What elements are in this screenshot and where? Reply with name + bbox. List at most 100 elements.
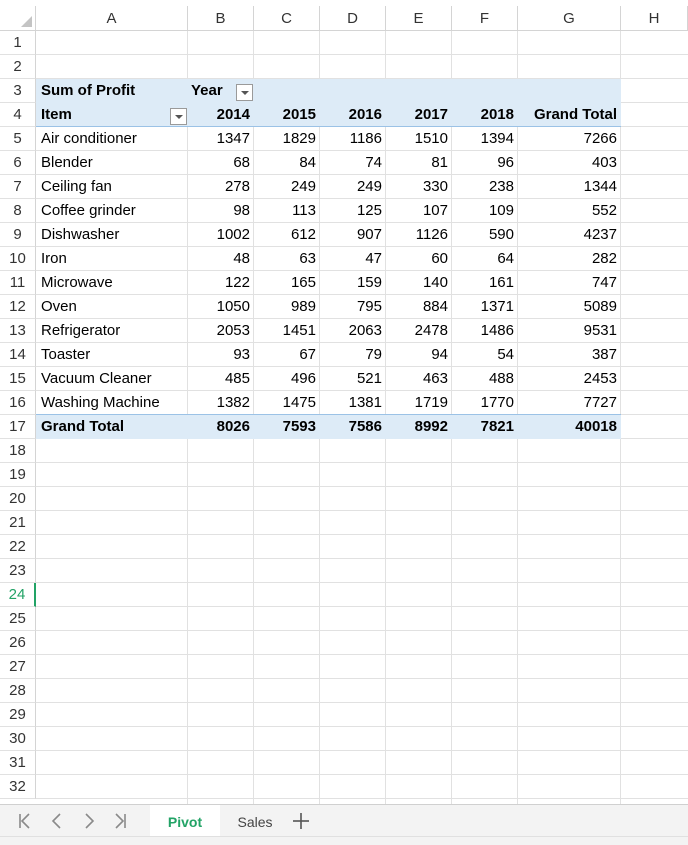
- column-header-h[interactable]: H: [621, 6, 688, 31]
- row-header-4[interactable]: 4: [0, 103, 36, 127]
- row-header-12[interactable]: 12: [0, 295, 36, 319]
- pivot-column-field-label[interactable]: Year: [191, 82, 223, 99]
- first-sheet-icon[interactable]: [13, 809, 37, 833]
- pivot-item-label[interactable]: Iron: [41, 250, 67, 267]
- pivot-overall-total-cell[interactable]: 40018: [575, 418, 617, 435]
- pivot-value-cell[interactable]: 96: [497, 154, 514, 171]
- select-all-corner[interactable]: [0, 6, 36, 31]
- pivot-row-total-cell[interactable]: 552: [591, 202, 617, 219]
- pivot-value-cell[interactable]: 64: [497, 250, 514, 267]
- pivot-value-cell[interactable]: 330: [422, 178, 448, 195]
- row-header-20[interactable]: 20: [0, 487, 36, 511]
- pivot-value-cell[interactable]: 60: [431, 250, 448, 267]
- row-header-29[interactable]: 29: [0, 703, 36, 727]
- row-header-2[interactable]: 2: [0, 55, 36, 79]
- pivot-value-cell[interactable]: 68: [233, 154, 250, 171]
- pivot-item-label[interactable]: Blender: [41, 154, 93, 171]
- pivot-grand-total-cell[interactable]: 7821: [480, 418, 514, 435]
- pivot-value-cell[interactable]: 2063: [348, 322, 382, 339]
- pivot-item-label[interactable]: Air conditioner: [41, 130, 137, 147]
- pivot-value-cell[interactable]: 1186: [349, 130, 382, 147]
- row-header-22[interactable]: 22: [0, 535, 36, 559]
- pivot-value-cell[interactable]: 521: [356, 370, 382, 387]
- pivot-value-cell[interactable]: 1126: [415, 226, 448, 243]
- pivot-value-cell[interactable]: 165: [290, 274, 316, 291]
- last-sheet-icon[interactable]: [108, 809, 132, 833]
- pivot-value-cell[interactable]: 1475: [282, 394, 316, 411]
- pivot-value-cell[interactable]: 98: [233, 202, 250, 219]
- pivot-value-cell[interactable]: 590: [488, 226, 514, 243]
- pivot-item-label[interactable]: Washing Machine: [41, 394, 160, 411]
- row-header-28[interactable]: 28: [0, 679, 36, 703]
- row-header-23[interactable]: 23: [0, 559, 36, 583]
- pivot-value-cell[interactable]: 1486: [480, 322, 514, 339]
- pivot-value-cell[interactable]: 463: [422, 370, 448, 387]
- pivot-year-header[interactable]: 2015: [282, 106, 316, 123]
- column-header-a[interactable]: A: [36, 6, 188, 31]
- pivot-item-label[interactable]: Oven: [41, 298, 77, 315]
- pivot-grand-total-cell[interactable]: 7593: [282, 418, 316, 435]
- pivot-grand-total-cell[interactable]: 7586: [348, 418, 382, 435]
- column-header-g[interactable]: G: [518, 6, 621, 31]
- pivot-value-cell[interactable]: 84: [299, 154, 316, 171]
- pivot-item-label[interactable]: Microwave: [41, 274, 113, 291]
- pivot-row-total-cell[interactable]: 7266: [583, 130, 617, 147]
- row-header-30[interactable]: 30: [0, 727, 36, 751]
- pivot-value-cell[interactable]: 1394: [480, 130, 514, 147]
- pivot-item-label[interactable]: Dishwasher: [41, 226, 120, 243]
- pivot-value-cell[interactable]: 63: [299, 250, 316, 267]
- pivot-value-cell[interactable]: 1381: [348, 394, 382, 411]
- row-header-7[interactable]: 7: [0, 175, 36, 199]
- pivot-row-total-cell[interactable]: 9531: [583, 322, 617, 339]
- pivot-row-field-label[interactable]: Item: [41, 106, 72, 123]
- pivot-value-cell[interactable]: 113: [292, 202, 316, 219]
- row-header-17[interactable]: 17: [0, 415, 36, 439]
- pivot-value-cell[interactable]: 125: [356, 202, 382, 219]
- pivot-value-cell[interactable]: 1382: [216, 394, 250, 411]
- pivot-value-cell[interactable]: 795: [356, 298, 382, 315]
- row-header-25[interactable]: 25: [0, 607, 36, 631]
- pivot-value-cell[interactable]: 1719: [414, 394, 448, 411]
- pivot-year-header[interactable]: 2016: [348, 106, 382, 123]
- add-sheet-icon[interactable]: [288, 807, 314, 835]
- pivot-item-label[interactable]: Coffee grinder: [41, 202, 136, 219]
- pivot-value-cell[interactable]: 122: [224, 274, 250, 291]
- row-header-16[interactable]: 16: [0, 391, 36, 415]
- pivot-value-cell[interactable]: 1050: [216, 298, 250, 315]
- row-header-9[interactable]: 9: [0, 223, 36, 247]
- pivot-row-total-cell[interactable]: 5089: [583, 298, 617, 315]
- row-header-3[interactable]: 3: [0, 79, 36, 103]
- column-header-d[interactable]: D: [320, 6, 386, 31]
- pivot-value-cell[interactable]: 238: [488, 178, 514, 195]
- row-header-11[interactable]: 11: [0, 271, 36, 295]
- row-header-27[interactable]: 27: [0, 655, 36, 679]
- pivot-value-cell[interactable]: 140: [422, 274, 448, 291]
- pivot-value-cell[interactable]: 496: [290, 370, 316, 387]
- column-header-e[interactable]: E: [386, 6, 452, 31]
- pivot-value-field-label[interactable]: Sum of Profit: [41, 82, 136, 99]
- pivot-grand-total-column-header[interactable]: Grand Total: [533, 106, 617, 123]
- pivot-value-cell[interactable]: 48: [233, 250, 250, 267]
- pivot-value-cell[interactable]: 74: [365, 154, 382, 171]
- item-filter-dropdown-icon[interactable]: [170, 108, 187, 125]
- pivot-value-cell[interactable]: 2053: [216, 322, 250, 339]
- row-header-14[interactable]: 14: [0, 343, 36, 367]
- pivot-value-cell[interactable]: 79: [365, 346, 382, 363]
- pivot-row-total-cell[interactable]: 387: [591, 346, 617, 363]
- row-header-31[interactable]: 31: [0, 751, 36, 775]
- pivot-grand-total-cell[interactable]: 8992: [414, 418, 448, 435]
- pivot-value-cell[interactable]: 107: [422, 202, 448, 219]
- pivot-row-total-cell[interactable]: 7727: [583, 394, 617, 411]
- pivot-value-cell[interactable]: 93: [233, 346, 250, 363]
- row-header-21[interactable]: 21: [0, 511, 36, 535]
- row-header-5[interactable]: 5: [0, 127, 36, 151]
- pivot-grand-total-cell[interactable]: 8026: [216, 418, 250, 435]
- pivot-value-cell[interactable]: 278: [224, 178, 250, 195]
- pivot-value-cell[interactable]: 488: [488, 370, 514, 387]
- row-header-32[interactable]: 32: [0, 775, 36, 799]
- row-header-15[interactable]: 15: [0, 367, 36, 391]
- pivot-year-header[interactable]: 2018: [480, 106, 514, 123]
- pivot-value-cell[interactable]: 249: [356, 178, 382, 195]
- pivot-grand-total-row-label[interactable]: Grand Total: [41, 418, 125, 435]
